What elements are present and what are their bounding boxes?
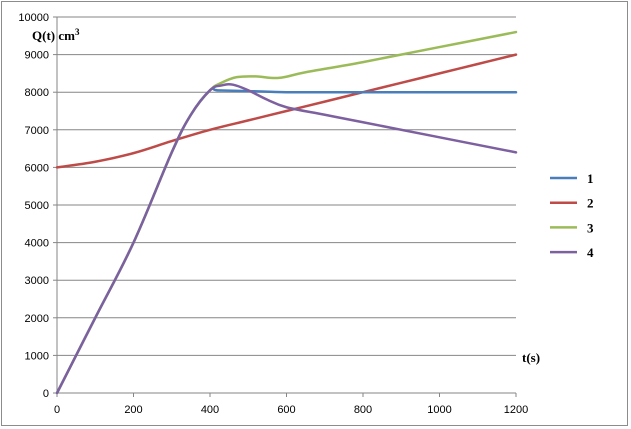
series-lines [55, 30, 518, 395]
legend-label: 1 [587, 171, 594, 186]
gridlines [57, 16, 516, 356]
y-tick-label: 6000 [25, 162, 49, 174]
y-tick-label: 4000 [25, 238, 49, 250]
legend-entry-3: 3 [550, 220, 594, 235]
y-tick-label: 7000 [25, 125, 49, 137]
x-tick-label: 0 [54, 404, 60, 416]
legend: 1 2 3 4 [550, 171, 594, 260]
y-tick-label: 3000 [25, 275, 49, 287]
y-tick-label: 8000 [25, 87, 49, 99]
y-tick-label: 0 [43, 388, 49, 400]
y-tick-label: 9000 [25, 50, 49, 62]
series-3-line [55, 30, 518, 395]
axes [53, 16, 517, 397]
y-axis-title: Q(t) cm3 [32, 27, 80, 43]
series-1-line [55, 87, 518, 395]
x-tick-label: 1000 [427, 404, 451, 416]
series-2-line [55, 53, 518, 169]
legend-label: 3 [587, 220, 594, 235]
legend-entry-4: 4 [550, 245, 594, 260]
legend-label: 2 [587, 196, 594, 211]
y-tick-label: 2000 [25, 313, 49, 325]
tick-labels: 0100020003000400050006000700080009000100… [18, 12, 528, 416]
legend-entry-2: 2 [550, 196, 594, 211]
legend-entry-1: 1 [550, 171, 594, 186]
series-4-line [55, 83, 518, 395]
legend-label: 4 [587, 245, 594, 260]
x-axis-title: t(s) [522, 350, 540, 365]
x-tick-label: 1200 [504, 404, 528, 416]
x-tick-label: 800 [354, 404, 372, 416]
x-tick-label: 200 [124, 404, 142, 416]
y-tick-label: 5000 [25, 200, 49, 212]
y-tick-label: 10000 [18, 12, 49, 24]
x-tick-label: 400 [201, 404, 219, 416]
x-tick-label: 600 [277, 404, 295, 416]
y-tick-label: 1000 [25, 350, 49, 362]
